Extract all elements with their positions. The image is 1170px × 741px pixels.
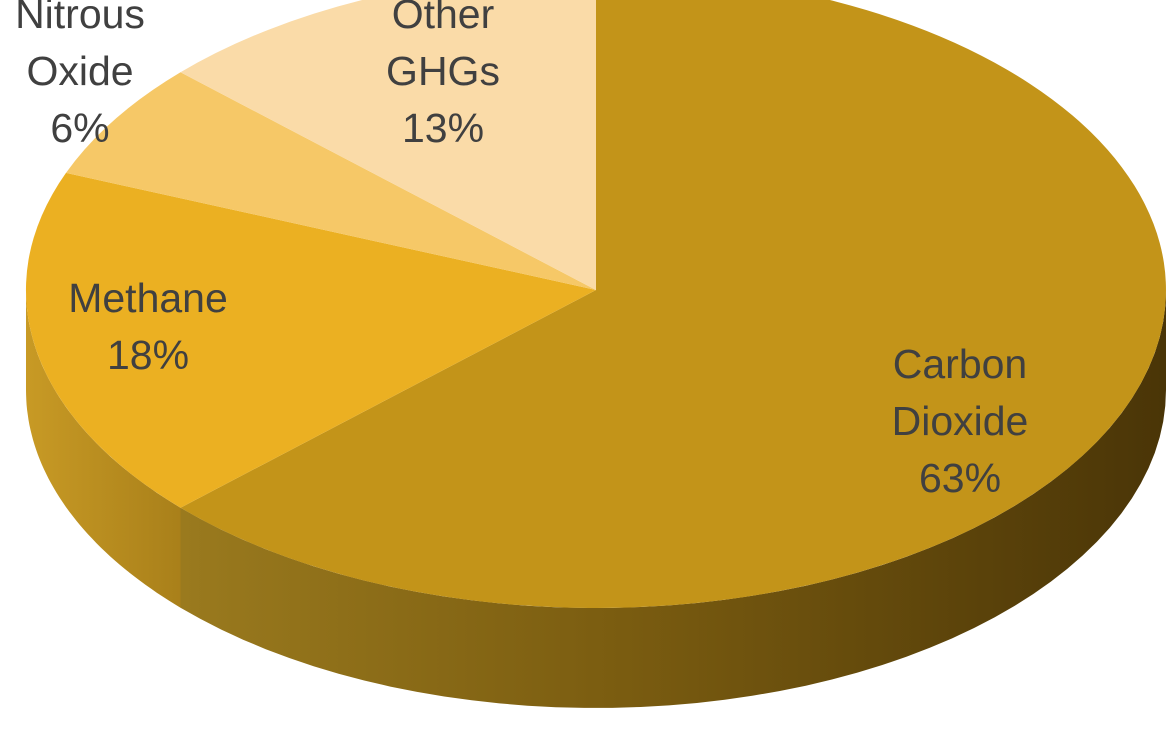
pie-top-layer	[25, 0, 1166, 608]
pie-slice-nitrous-oxide	[66, 72, 596, 290]
pie-slice-methane	[25, 172, 596, 508]
pie-label-layer: Carbon Dioxide 63% Methane 18% Nitrous Oxide 6%…	[15, 0, 1028, 501]
pie-side-carbon-dioxide	[180, 290, 1166, 708]
data-label-other-ghgs: Other GHGs 13%	[386, 0, 500, 151]
pie-slice-other-ghgs	[180, 0, 596, 290]
pie-side-methane	[26, 290, 181, 608]
pie-slice-carbon-dioxide	[180, 0, 1166, 608]
data-label-carbon-dioxide: Carbon Dioxide 63%	[892, 341, 1029, 501]
data-label-nitrous-oxide: Nitrous Oxide 6%	[15, 0, 145, 151]
pie-side-layer	[26, 290, 1166, 708]
data-label-methane: Methane 18%	[68, 275, 228, 378]
